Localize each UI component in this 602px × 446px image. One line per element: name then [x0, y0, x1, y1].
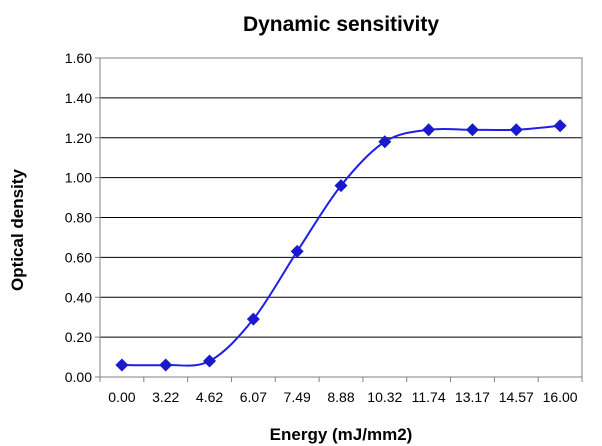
x-tick-label: 6.07 [240, 389, 267, 405]
series-markers [115, 119, 567, 372]
data-point-marker [334, 179, 348, 193]
y-tick-label: 1.60 [65, 50, 92, 66]
x-axis-label: Energy (mJ/mm2) [270, 425, 413, 444]
y-tick-label: 1.00 [65, 170, 92, 186]
x-tick-label: 16.00 [543, 389, 578, 405]
x-tick-label: 0.00 [108, 389, 135, 405]
y-tick-label: 0.00 [65, 369, 92, 385]
y-axis-label: Optical density [8, 169, 27, 291]
x-tick-label: 4.62 [196, 389, 223, 405]
x-tick-label: 3.22 [152, 389, 179, 405]
data-point-marker [509, 123, 523, 137]
chart-title: Dynamic sensitivity [243, 13, 439, 36]
y-tick-label: 0.20 [65, 329, 92, 345]
y-tick-label: 0.80 [65, 210, 92, 226]
data-point-marker [422, 123, 436, 137]
data-point-marker [553, 119, 567, 133]
data-point-marker [203, 354, 217, 368]
y-axis-ticks: 0.00 0.20 0.40 0.60 0.80 1.00 1.20 1.40 1.60 [65, 50, 100, 385]
x-tick-label: 11.74 [412, 389, 446, 405]
series-line [121, 124, 561, 367]
x-tick-label: 7.49 [284, 389, 311, 405]
data-point-marker [115, 358, 129, 372]
x-axis-ticks: 0.00 3.22 4.62 6.07 7.49 8.88 10.32 11.74 13.17 1… [99, 377, 583, 405]
y-tick-label: 0.60 [65, 249, 92, 265]
x-tick-label: 14.57 [499, 389, 534, 405]
x-tick-label: 10.32 [367, 389, 402, 405]
y-tick-label: 1.20 [65, 130, 92, 146]
x-tick-label: 8.88 [327, 389, 354, 405]
data-point-marker [246, 312, 260, 326]
data-point-marker [378, 135, 392, 149]
y-tick-label: 1.40 [65, 90, 92, 106]
data-point-marker [159, 358, 173, 372]
data-point-marker [290, 244, 304, 258]
gridlines [100, 57, 582, 338]
y-tick-label: 0.40 [65, 289, 92, 305]
data-point-marker [465, 123, 479, 137]
x-tick-label: 13.17 [455, 389, 490, 405]
